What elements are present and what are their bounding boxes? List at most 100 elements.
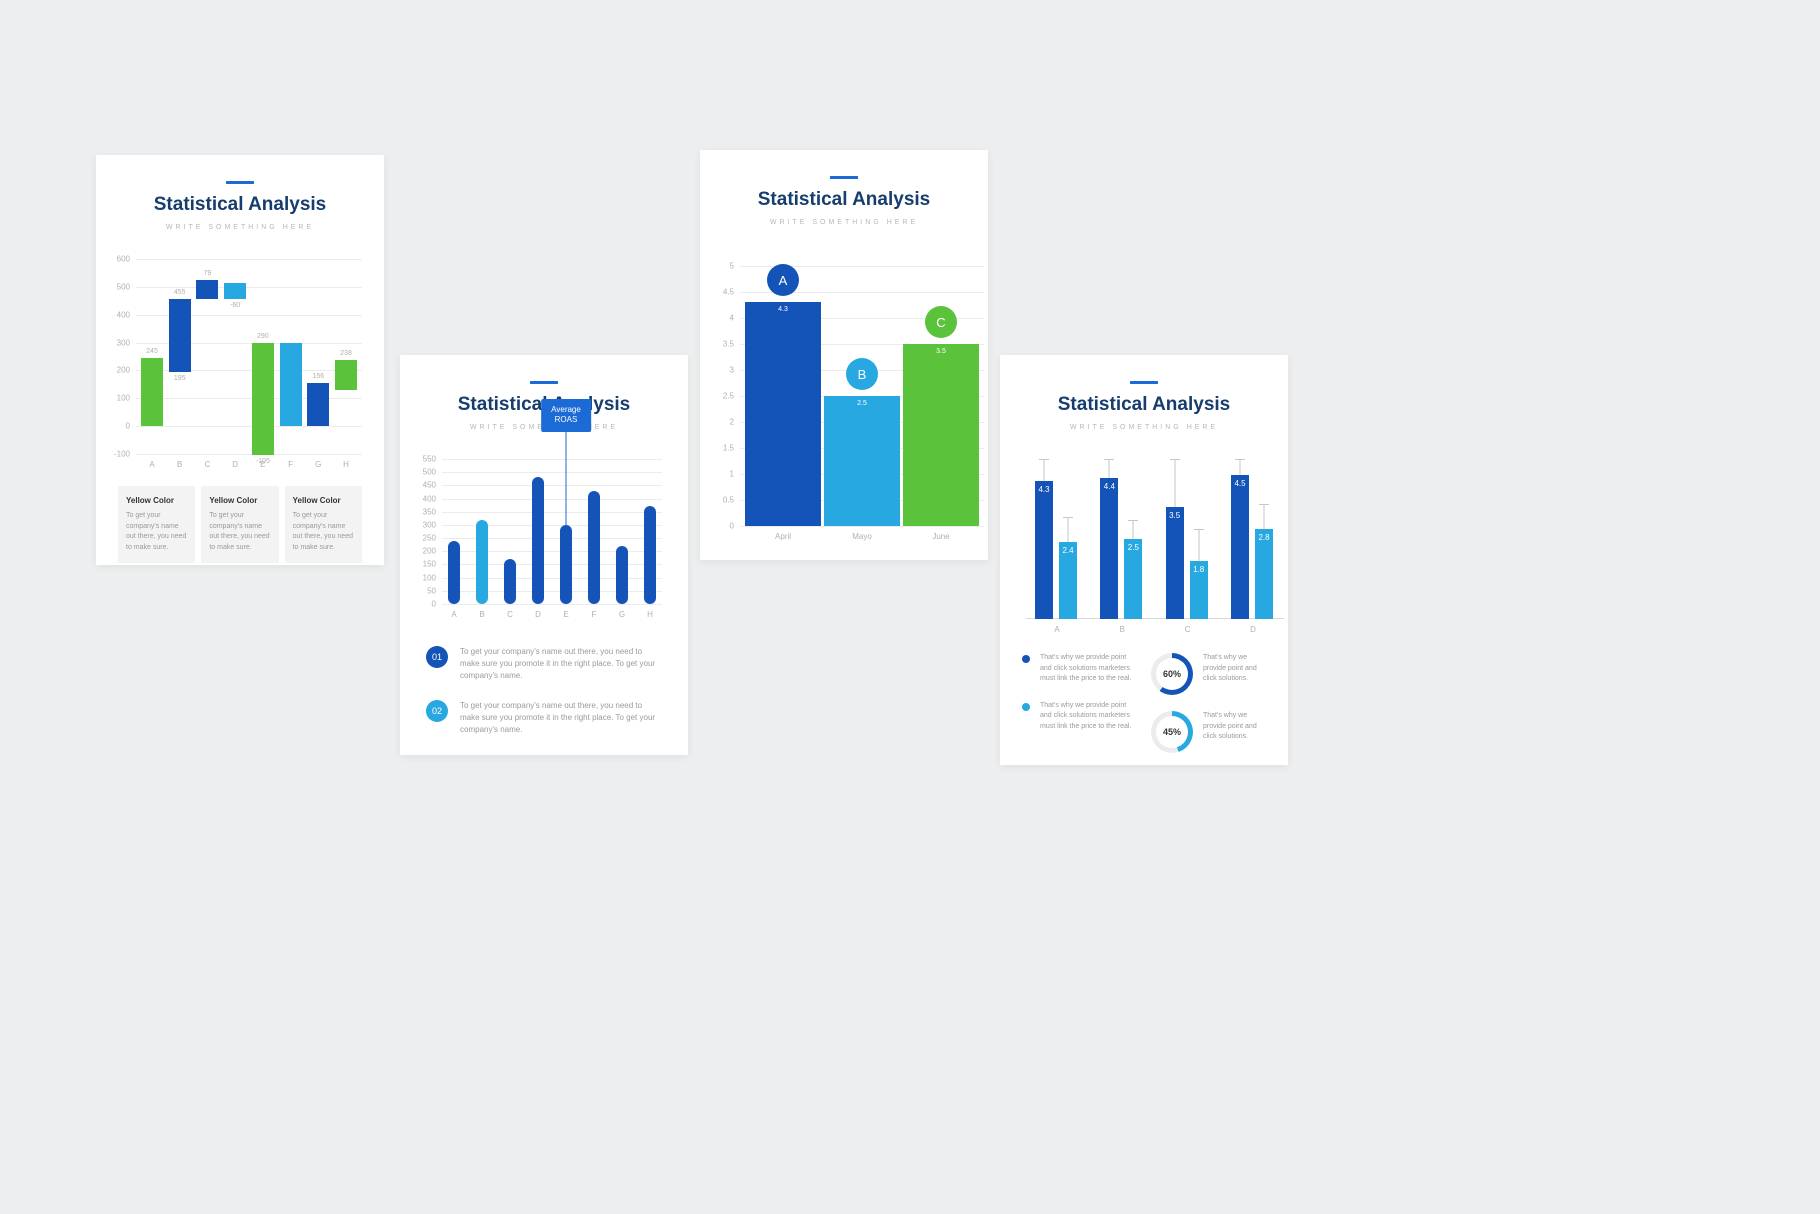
y-tick: 250 [423, 534, 442, 543]
x-tick: F [288, 454, 293, 469]
bar: 4.5 [1231, 475, 1249, 619]
bar-value: 2.5 [857, 400, 867, 407]
bar-label-top: 245 [141, 348, 163, 358]
bar [504, 559, 516, 604]
donut-item: 45%That's why we provide point and click… [1151, 711, 1266, 753]
bar: 3.5 [903, 344, 979, 526]
bar: 2.8 [1255, 529, 1273, 619]
x-tick: G [315, 454, 321, 469]
bar-group: 4.4 2.5 [1098, 459, 1146, 619]
accent-bar [1130, 381, 1158, 384]
y-tick: 550 [423, 455, 442, 464]
y-tick: 2.5 [723, 392, 740, 401]
y-tick: 100 [423, 573, 442, 582]
series-badge: B [846, 358, 878, 390]
bar [560, 525, 572, 604]
bar: 2.5 [1124, 539, 1142, 619]
bar: 3.5 [1166, 507, 1184, 619]
y-tick: 200 [423, 547, 442, 556]
rounded-bar-chart: 050100150200250300350400450500550ABCDEFG… [442, 459, 662, 604]
bullet-item: That's why we provide point and click so… [1022, 701, 1137, 733]
bar-value: 4.3 [778, 306, 788, 313]
bullet-dot [1022, 655, 1030, 663]
bar-label-top: 455 [169, 289, 191, 299]
number-badge: 01 [426, 646, 448, 668]
bar-value: 4.3 [1038, 485, 1049, 494]
x-tick: B [1120, 619, 1125, 634]
x-tick: April [775, 526, 791, 541]
y-tick: 1.5 [723, 444, 740, 453]
x-tick: F [592, 604, 597, 619]
bar-label-top: 238 [335, 350, 357, 360]
y-tick: 3 [730, 366, 740, 375]
bar: 245 [141, 358, 163, 426]
x-tick: C [507, 604, 513, 619]
bullet-text: That's why we provide point and click so… [1040, 653, 1137, 685]
note-text: To get your company's name out there, yo… [209, 511, 270, 553]
bar-value: 3.5 [1169, 511, 1180, 520]
note-card: Yellow ColorTo get your company's name o… [201, 486, 278, 563]
bar: 238 [335, 360, 357, 390]
bar-label-bottom: -60 [224, 299, 246, 309]
bar-label-bottom: 195 [169, 372, 191, 382]
bar: 1.8 [1190, 561, 1208, 619]
x-tick: A [1054, 619, 1059, 634]
info-grid: That's why we provide point and click so… [1022, 653, 1266, 753]
bar [644, 506, 656, 604]
x-tick: D [535, 604, 541, 619]
bar: -60 [224, 283, 246, 300]
bar [280, 343, 302, 427]
donut-item: 60%That's why we provide point and click… [1151, 653, 1266, 695]
y-tick: 500 [117, 282, 136, 291]
waterfall-chart: -1000100200300400500600245A455195B79C-60… [136, 259, 362, 454]
x-tick: June [932, 526, 949, 541]
x-tick: A [149, 454, 154, 469]
card-subtitle: WRITE SOMETHING HERE [722, 219, 966, 226]
x-tick: E [563, 604, 568, 619]
accent-bar [226, 181, 254, 184]
y-tick: 400 [423, 494, 442, 503]
donut-chart: 60% [1151, 653, 1193, 695]
list-item-text: To get your company's name out there, yo… [460, 700, 662, 736]
donut-chart: 45% [1151, 711, 1193, 753]
y-tick: 50 [427, 586, 442, 595]
big-bar-chart: 00.511.522.533.544.554.3AprilA2.5MayoB3.… [740, 266, 984, 526]
note-card: Yellow ColorTo get your company's name o… [285, 486, 362, 563]
note-title: Yellow Color [126, 496, 187, 505]
card-waterfall: Statistical Analysis WRITE SOMETHING HER… [96, 155, 384, 565]
note-title: Yellow Color [293, 496, 354, 505]
card-big-bars: Statistical Analysis WRITE SOMETHING HER… [700, 150, 988, 560]
y-tick: 300 [423, 520, 442, 529]
note-text: To get your company's name out there, yo… [126, 511, 187, 553]
x-tick: H [647, 604, 653, 619]
y-tick: 500 [423, 468, 442, 477]
bar: 156 [307, 383, 329, 426]
card-title: Statistical Analysis [722, 189, 966, 211]
accent-bar [530, 381, 558, 384]
donut-text: That's why we provide point and click so… [1203, 653, 1266, 695]
y-tick: 1 [730, 470, 740, 479]
y-tick: 4 [730, 314, 740, 323]
y-tick: 3.5 [723, 340, 740, 349]
list-item-text: To get your company's name out there, yo… [460, 646, 662, 682]
x-tick: E [260, 454, 265, 469]
card-subtitle: WRITE SOMETHING HERE [118, 224, 362, 231]
bar-label-top: 79 [196, 270, 218, 280]
bar-label-top: 290 [252, 333, 274, 343]
bar [588, 491, 600, 604]
card-title: Statistical Analysis [118, 194, 362, 216]
bar: 4.3 [745, 302, 821, 526]
y-tick: 100 [117, 394, 136, 403]
series-badge: A [767, 264, 799, 296]
y-tick: 300 [117, 338, 136, 347]
y-tick: 200 [117, 366, 136, 375]
accent-bar [830, 176, 858, 179]
bar: 4.4 [1100, 478, 1118, 619]
y-tick: 5 [730, 262, 740, 271]
x-tick: H [343, 454, 349, 469]
grouped-bar-chart: 4.32.4A4.42.5B3.51.8C4.52.8D [1026, 459, 1284, 619]
y-tick: 450 [423, 481, 442, 490]
numbered-list: 01 To get your company's name out there, … [426, 646, 662, 736]
bar-group: 4.5 2.8 [1229, 459, 1277, 619]
y-tick: 600 [117, 255, 136, 264]
